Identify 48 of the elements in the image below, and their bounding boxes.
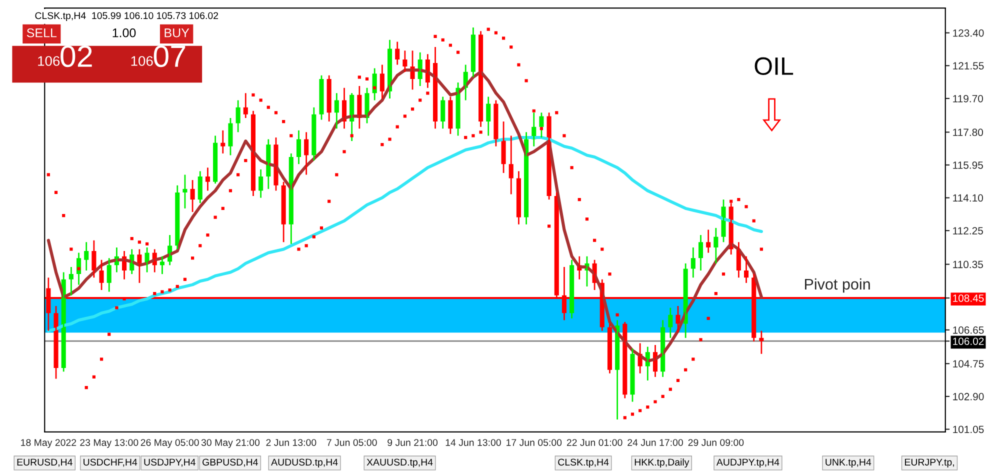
x-tick-label: 26 May 05:00	[140, 439, 199, 448]
x-tick-label: 9 Jun 21:00	[388, 439, 438, 446]
text: USDCHF,H4	[84, 458, 138, 467]
y-tick-label: 104.75	[953, 360, 984, 368]
text: EURUSD,H4	[17, 458, 72, 467]
candlestick	[372, 68, 377, 101]
annotation: CLSK.tp,H4 105.99 106.10 105.73 106.02	[35, 12, 218, 22]
x-tick-label: 17 Jun 05:00	[506, 439, 562, 446]
annotation: SELL	[26, 28, 57, 38]
x-tick-label: 23 May 13:00	[80, 439, 138, 448]
x-tick-label: 2 Jun 13:00	[266, 439, 316, 446]
y-tick-label: 101.05	[953, 426, 984, 434]
annotation: 106	[38, 56, 60, 66]
y-tick-label: 106.65	[953, 326, 984, 334]
y-tick-label: 119.70	[953, 94, 984, 102]
y-tick-label: 108.45	[953, 294, 984, 302]
text: USDJPY,H4	[144, 458, 196, 467]
x-tick-label: 24 Jun 17:00	[628, 439, 683, 446]
y-tick-label: 117.80	[953, 128, 984, 136]
annotation: 07	[154, 45, 186, 68]
text: CLSK.tp,H4	[558, 458, 609, 468]
text: AUDJPY.tp,H4	[716, 458, 780, 468]
x-tick-label: 30 May 21:00	[201, 439, 260, 448]
x-tick-label: 14 Jun 13:00	[446, 439, 501, 446]
text: EURJPY.tp,	[904, 458, 954, 468]
y-tick-label: 112.25	[953, 227, 983, 234]
text: GBPUSD,H4	[202, 458, 258, 467]
ref-line-label: Pivot poin	[804, 278, 870, 293]
x-tick-label: 29 Jun 09:00	[688, 439, 744, 446]
y-tick-label: 123.40	[953, 29, 984, 37]
annotation: BUY	[164, 28, 190, 38]
annotation: OIL	[754, 57, 794, 76]
text: XAUUSD.tp,H4	[366, 458, 433, 468]
text: HKK.tp,Daily	[634, 458, 690, 468]
text: UNK.tp,H4	[826, 458, 872, 468]
x-tick-label: 18 May 2022	[21, 439, 76, 448]
text: AUDUSD.tp,H4	[271, 458, 338, 468]
annotation: 02	[60, 45, 92, 68]
y-tick-label: 114.10	[953, 194, 984, 202]
annotation: 106	[131, 56, 153, 66]
y-tick-label: 102.90	[953, 392, 984, 400]
x-tick-label: 22 Jun 01:00	[566, 439, 622, 446]
y-tick-label: 106.02	[953, 338, 984, 345]
x-tick-label: 7 Jun 05:00	[326, 439, 377, 446]
annotation: 1.00	[112, 28, 136, 38]
y-tick-label: 121.55	[953, 62, 984, 70]
y-tick-label: 115.95	[953, 161, 983, 169]
y-tick-label: 110.35	[953, 260, 983, 268]
